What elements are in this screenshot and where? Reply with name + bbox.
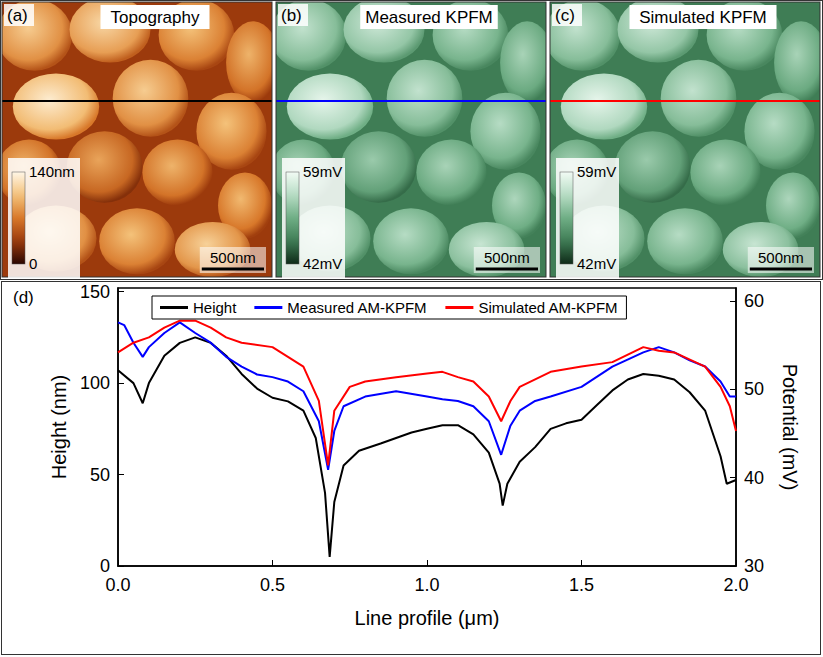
svg-text:1.5: 1.5 bbox=[569, 575, 594, 595]
svg-text:42mV: 42mV bbox=[577, 255, 616, 272]
svg-text:Simulated KPFM: Simulated KPFM bbox=[639, 8, 767, 27]
svg-text:500nm: 500nm bbox=[484, 249, 530, 266]
svg-text:50: 50 bbox=[744, 379, 764, 399]
svg-text:Measured AM-KPFM: Measured AM-KPFM bbox=[287, 299, 426, 316]
svg-text:(c): (c) bbox=[555, 6, 575, 25]
svg-text:140nm: 140nm bbox=[29, 163, 75, 180]
svg-text:(a): (a) bbox=[7, 6, 28, 25]
svg-text:2.0: 2.0 bbox=[723, 575, 748, 595]
svg-text:Height (nm): Height (nm) bbox=[48, 375, 70, 479]
svg-text:Potential (mV): Potential (mV) bbox=[779, 364, 801, 491]
svg-text:Topography: Topography bbox=[111, 8, 200, 27]
svg-text:50: 50 bbox=[90, 465, 110, 485]
svg-text:40: 40 bbox=[744, 468, 764, 488]
svg-text:59mV: 59mV bbox=[303, 163, 342, 180]
svg-text:Line profile (μm): Line profile (μm) bbox=[355, 607, 500, 629]
svg-text:Measured KPFM: Measured KPFM bbox=[365, 8, 493, 27]
svg-text:30: 30 bbox=[744, 556, 764, 576]
svg-text:0.5: 0.5 bbox=[260, 575, 285, 595]
svg-text:500nm: 500nm bbox=[210, 249, 256, 266]
svg-text:0: 0 bbox=[100, 556, 110, 576]
svg-text:0.0: 0.0 bbox=[105, 575, 130, 595]
svg-text:Simulated AM-KPFM: Simulated AM-KPFM bbox=[478, 299, 617, 316]
svg-text:(d): (d) bbox=[13, 288, 34, 307]
svg-text:59mV: 59mV bbox=[577, 163, 616, 180]
svg-text:Height: Height bbox=[193, 299, 237, 316]
svg-text:0: 0 bbox=[29, 255, 37, 272]
svg-text:150: 150 bbox=[80, 282, 110, 302]
svg-text:42mV: 42mV bbox=[303, 255, 342, 272]
svg-text:(b): (b) bbox=[281, 6, 302, 25]
svg-text:60: 60 bbox=[744, 291, 764, 311]
svg-text:100: 100 bbox=[80, 373, 110, 393]
svg-text:500nm: 500nm bbox=[758, 249, 804, 266]
svg-text:1.0: 1.0 bbox=[414, 575, 439, 595]
